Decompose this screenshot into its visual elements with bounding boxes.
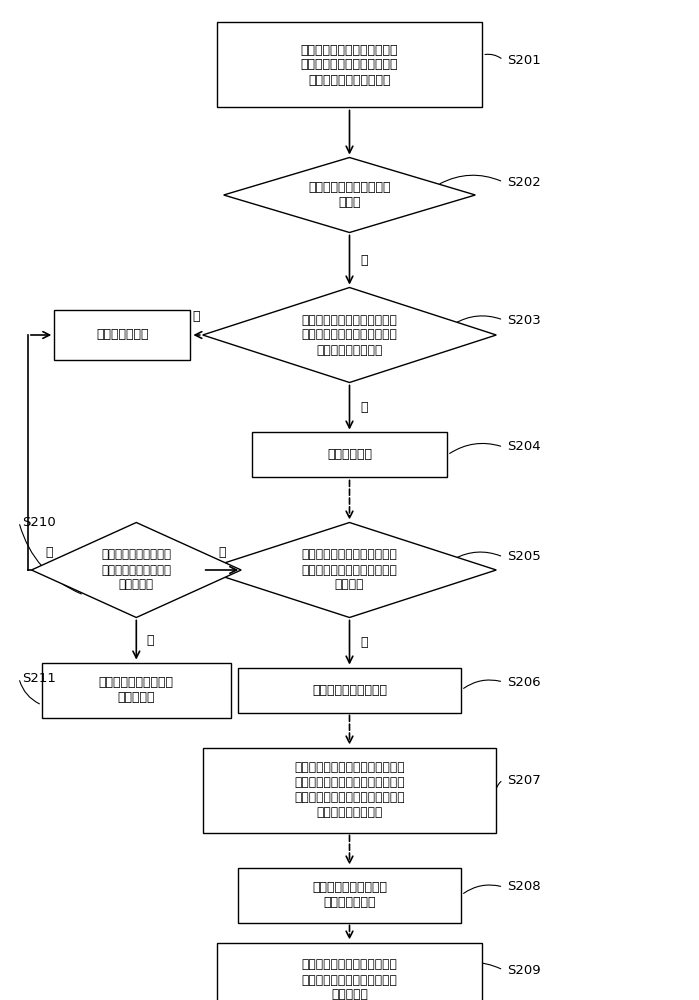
Text: 直接启动相机进行预览: 直接启动相机进行预览 xyxy=(312,684,387,696)
Text: 否: 否 xyxy=(218,546,226,558)
Text: S208: S208 xyxy=(507,880,540,894)
Text: 当启动相机进行预览时，若检测到
终端的指纹识别按键被按下而触发
中断的时间超过预设的第二时间阈
值，则完成一次拍照: 当启动相机进行预览时，若检测到 终端的指纹识别按键被按下而触发 中断的时间超过预… xyxy=(294,761,405,819)
Text: 否: 否 xyxy=(45,546,53,558)
Bar xyxy=(203,748,496,832)
Bar xyxy=(217,942,482,1000)
Text: 是: 是 xyxy=(360,636,368,649)
Text: S210: S210 xyxy=(22,516,56,528)
FancyArrowPatch shape xyxy=(463,680,500,688)
Text: 检测用户当前输入的指纹信息
是否为预设的快速启动拍照的
指纹信息: 检测用户当前输入的指纹信息 是否为预设的快速启动拍照的 指纹信息 xyxy=(301,548,398,591)
Text: 拍照完成后，使相机继
续处于预览模式: 拍照完成后，使相机继 续处于预览模式 xyxy=(312,881,387,909)
Text: S206: S206 xyxy=(507,676,540,688)
FancyArrowPatch shape xyxy=(485,54,501,58)
Polygon shape xyxy=(224,157,475,232)
Text: 启动指纹识别: 启动指纹识别 xyxy=(327,448,372,462)
FancyArrowPatch shape xyxy=(454,552,500,559)
FancyArrowPatch shape xyxy=(20,681,39,704)
Text: S207: S207 xyxy=(507,774,540,786)
Text: 停留在待机状态: 停留在待机状态 xyxy=(96,328,149,342)
Text: 检测终端的指纹识别按键被按
下而触发中断的时间是否超过
预设的第一时间阈值: 检测终端的指纹识别按键被按 下而触发中断的时间是否超过 预设的第一时间阈值 xyxy=(301,314,398,357)
Text: 否: 否 xyxy=(193,310,201,324)
Text: 当检测到终端的关机键被按下
时，关闭相机，并控制终端回
到待机状态: 当检测到终端的关机键被按下 时，关闭相机，并控制终端回 到待机状态 xyxy=(301,958,398,1000)
Text: S203: S203 xyxy=(507,314,540,326)
Bar xyxy=(238,668,461,712)
Text: S202: S202 xyxy=(507,176,540,188)
Text: 是: 是 xyxy=(360,401,368,414)
FancyArrowPatch shape xyxy=(463,885,500,893)
FancyArrowPatch shape xyxy=(20,525,81,594)
Polygon shape xyxy=(203,288,496,382)
Text: S211: S211 xyxy=(22,672,56,684)
FancyArrowPatch shape xyxy=(497,782,501,787)
Polygon shape xyxy=(203,522,496,617)
Polygon shape xyxy=(31,522,241,617)
Bar xyxy=(217,22,482,107)
Text: S205: S205 xyxy=(507,550,540,564)
Text: 预先设置快速启动拍照的指纹
信息和用于解锁终端的解锁指
纹信息，并对其进行保存: 预先设置快速启动拍照的指纹 信息和用于解锁终端的解锁指 纹信息，并对其进行保存 xyxy=(301,43,398,87)
Bar xyxy=(54,310,190,360)
Text: S204: S204 xyxy=(507,440,540,454)
Bar xyxy=(252,432,447,477)
Text: 是: 是 xyxy=(147,634,154,647)
Bar xyxy=(238,867,461,922)
FancyArrowPatch shape xyxy=(445,962,500,969)
Text: S209: S209 xyxy=(507,964,540,976)
Bar xyxy=(42,662,231,718)
FancyArrowPatch shape xyxy=(440,175,500,184)
Text: 执行终端解锁操作，进
入操作系统: 执行终端解锁操作，进 入操作系统 xyxy=(99,676,174,704)
Text: 检测用户当前输入的指
纹信息是否为预设的解
锁指纹信息: 检测用户当前输入的指 纹信息是否为预设的解 锁指纹信息 xyxy=(101,548,171,591)
Text: S201: S201 xyxy=(507,53,540,66)
Text: 检测终端当前是否处于待
机状态: 检测终端当前是否处于待 机状态 xyxy=(308,181,391,209)
FancyArrowPatch shape xyxy=(449,443,500,453)
Text: 是: 是 xyxy=(360,253,368,266)
FancyArrowPatch shape xyxy=(454,316,500,324)
